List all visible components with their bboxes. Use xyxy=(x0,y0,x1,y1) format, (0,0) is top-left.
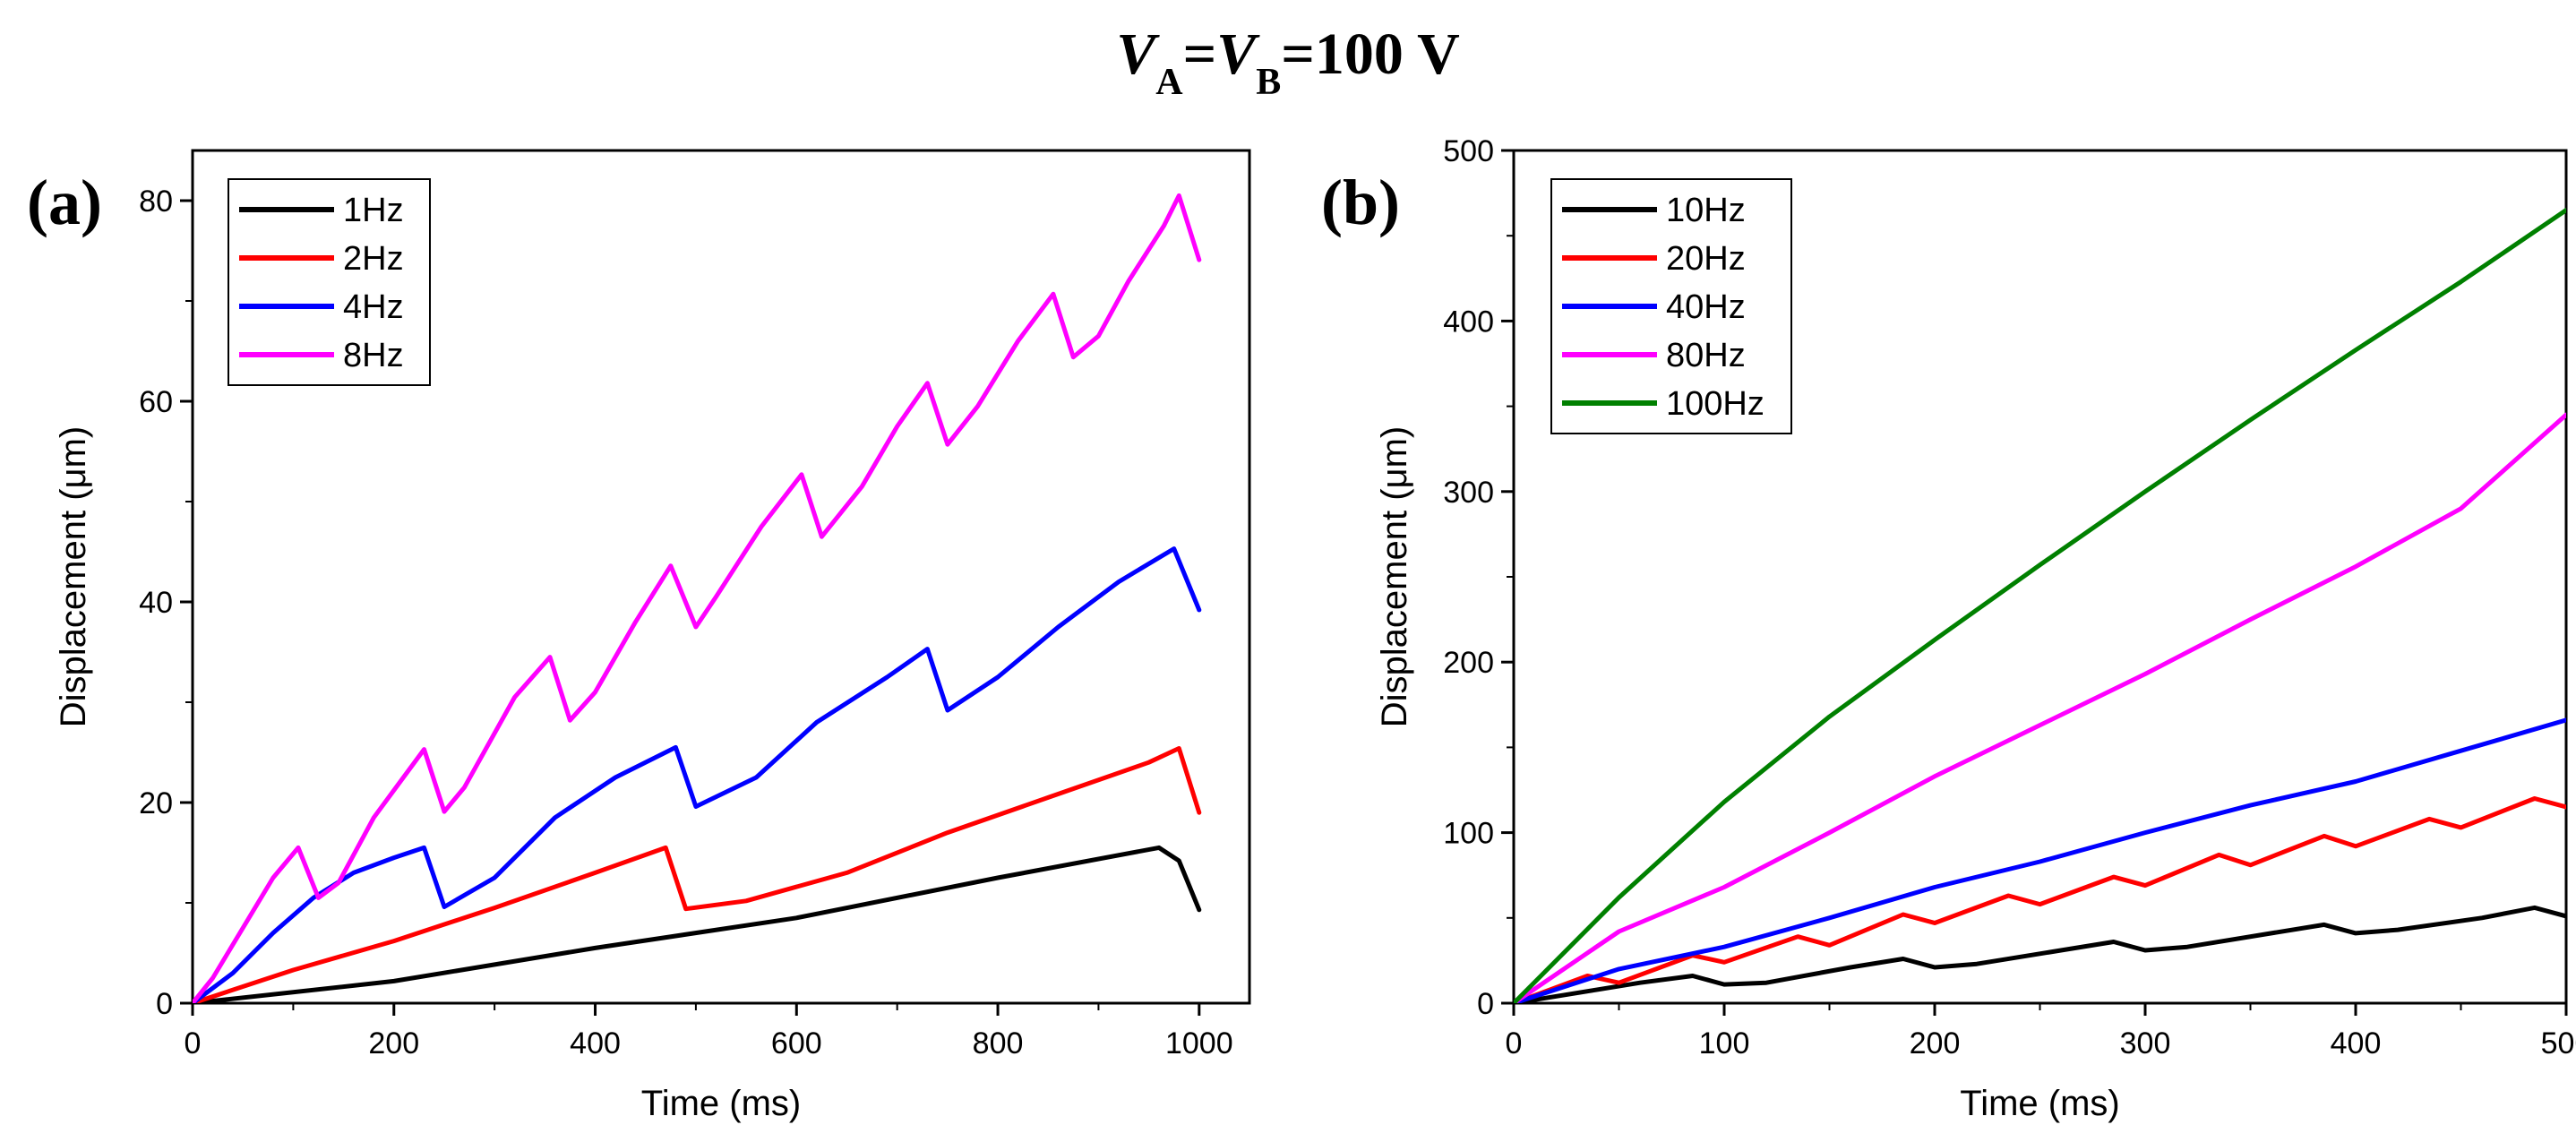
panel-label: (b) xyxy=(1321,167,1400,238)
legend-label-40hz: 40Hz xyxy=(1666,288,1746,326)
x-tick-label: 0 xyxy=(185,1026,202,1060)
legend-label-2hz: 2Hz xyxy=(343,240,404,278)
series-line-100hz xyxy=(1514,208,2566,1003)
legend-label-1hz: 1Hz xyxy=(343,192,404,229)
y-tick-label: 60 xyxy=(139,385,173,419)
panel-a-chart: 0 200 400 600 800 1000 0 20 40 60 80 Time (ms) Displ… xyxy=(27,149,1251,1123)
legend-label-8hz: 8Hz xyxy=(343,337,404,374)
y-tick-label: 500 xyxy=(1443,134,1494,168)
y-tick-label: 20 xyxy=(139,786,173,820)
x-tick-label: 0 xyxy=(1506,1026,1523,1060)
x-tick-label: 400 xyxy=(2331,1026,2382,1060)
y-tick-label: 100 xyxy=(1443,817,1494,851)
series-line-2hz xyxy=(193,746,1202,1003)
legend-label-20hz: 20Hz xyxy=(1666,240,1746,278)
x-tick-label: 200 xyxy=(368,1026,419,1060)
x-tick-label: 400 xyxy=(570,1026,621,1060)
x-tick-label: 500 xyxy=(2541,1026,2576,1060)
y-tick-label: 0 xyxy=(156,987,173,1021)
legend-label-80hz: 80Hz xyxy=(1666,337,1746,374)
y-tick-label: 0 xyxy=(1477,987,1494,1021)
y-tick-label: 400 xyxy=(1443,305,1494,339)
x-tick-label: 100 xyxy=(1699,1026,1750,1060)
legend-label-4hz: 4Hz xyxy=(343,288,404,326)
x-tick-label: 300 xyxy=(2120,1026,2171,1060)
series-line-20hz xyxy=(1514,796,2566,1003)
figure-title: VA=VB=100 V xyxy=(1116,21,1460,103)
series-line-1hz xyxy=(193,845,1202,1003)
legend-label-10hz: 10Hz xyxy=(1666,192,1746,229)
x-axis-label: Time (ms) xyxy=(1960,1084,2119,1123)
x-axis-label: Time (ms) xyxy=(641,1084,801,1123)
legend-box xyxy=(228,178,431,386)
x-tick-label: 800 xyxy=(973,1026,1024,1060)
legend-label-100hz: 100Hz xyxy=(1666,385,1765,423)
y-tick-label: 200 xyxy=(1443,646,1494,680)
y-tick-label: 40 xyxy=(139,586,173,620)
y-axis-label: Displacement (μm) xyxy=(54,426,93,727)
panel-label: (a) xyxy=(27,167,102,238)
series-line-10hz xyxy=(1514,905,2566,1003)
series-line-8hz xyxy=(193,193,1202,1003)
x-tick-label: 200 xyxy=(1910,1026,1961,1060)
series-line-40hz xyxy=(1514,717,2566,1003)
x-tick-label: 600 xyxy=(771,1026,822,1060)
plot-frame xyxy=(191,149,1251,1005)
panel-b-chart: 0 100 200 300 400 500 0 100 200 300 400 500 Time (ms… xyxy=(1321,134,2576,1123)
x-tick-label: 1000 xyxy=(1165,1026,1233,1060)
y-axis-label: Displacement (μm) xyxy=(1375,426,1414,727)
y-tick-label: 80 xyxy=(139,185,173,219)
series-line-80hz xyxy=(1514,412,2566,1003)
y-tick-label: 300 xyxy=(1443,476,1494,510)
